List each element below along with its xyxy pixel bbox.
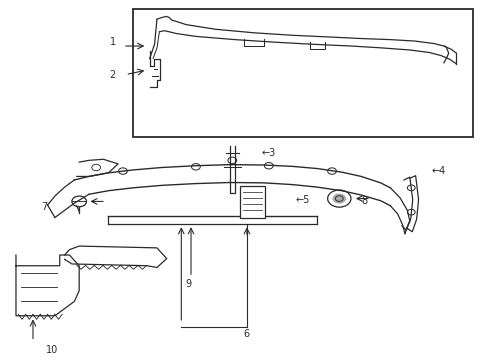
Text: 10: 10	[46, 345, 59, 355]
Text: ←3: ←3	[261, 148, 275, 158]
Circle shape	[332, 194, 346, 203]
Text: 6: 6	[244, 329, 249, 339]
Text: 2: 2	[109, 69, 116, 80]
Text: 8: 8	[361, 197, 366, 206]
Text: 7: 7	[41, 202, 47, 212]
Bar	[239, 186, 264, 217]
Text: ←4: ←4	[431, 166, 445, 176]
Text: 9: 9	[185, 279, 191, 289]
Bar	[132, 9, 472, 137]
Text: 1: 1	[109, 37, 116, 48]
Text: ←5: ←5	[295, 195, 309, 204]
